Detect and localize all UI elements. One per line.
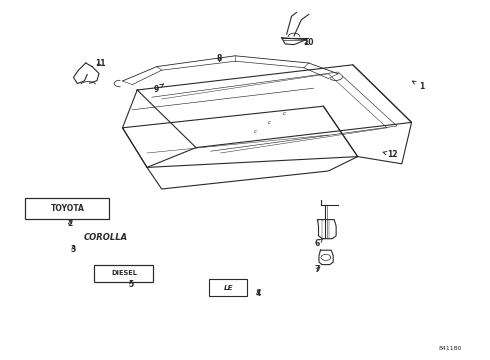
Text: 5: 5 (129, 280, 134, 289)
Text: LE: LE (223, 285, 233, 291)
Text: 7: 7 (315, 265, 320, 274)
Text: 3: 3 (71, 245, 76, 253)
FancyBboxPatch shape (94, 265, 153, 282)
Text: c: c (283, 111, 286, 116)
Text: 12: 12 (383, 150, 397, 159)
FancyBboxPatch shape (25, 198, 109, 219)
Text: 1: 1 (413, 81, 424, 91)
FancyBboxPatch shape (209, 279, 247, 296)
Text: DIESEL: DIESEL (111, 270, 137, 276)
Text: 6: 6 (315, 238, 323, 248)
Text: 8: 8 (217, 54, 222, 63)
Text: 841180: 841180 (439, 346, 463, 351)
Text: TOYOTA: TOYOTA (50, 204, 85, 213)
Text: c: c (268, 120, 271, 125)
Text: COROLLA: COROLLA (83, 233, 127, 242)
Text: 2: 2 (68, 219, 73, 228)
Text: 11: 11 (95, 58, 106, 68)
Text: 10: 10 (303, 38, 314, 47)
Text: 9: 9 (153, 84, 164, 94)
Text: 4: 4 (256, 289, 261, 298)
Text: c: c (253, 129, 256, 134)
